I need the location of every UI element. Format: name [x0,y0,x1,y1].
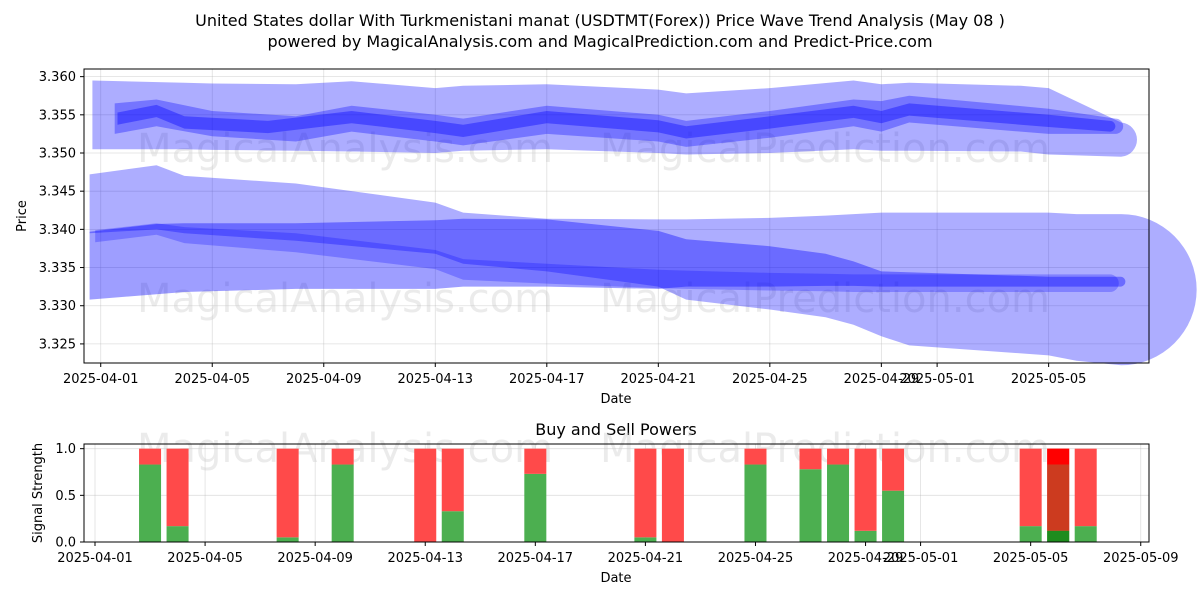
price-axes-frame [83,68,1150,364]
watermark-prediction-mid: MagicalPrediction.com [600,276,1050,322]
price-y-tick-label: 3.355 [39,108,76,123]
price-y-tick-label: 3.325 [39,337,76,352]
sell-bar [799,448,822,470]
price-wave-band [92,80,1137,157]
buy-sell-axes-frame [83,443,1150,543]
buy-bar [827,464,850,542]
watermark-prediction-top: MagicalPrediction.com [600,126,1050,172]
price-y-tick-label: 3.340 [39,223,76,238]
price-grid [84,69,1149,363]
sell-bar [414,448,437,542]
buy-bar [1074,526,1097,542]
price-x-tick-label: 2025-04-13 [398,372,474,387]
buy-sell-title: Buy and Sell Powers [535,420,697,439]
buy-bar [634,537,657,542]
price-x-tick-label: 2025-04-21 [621,372,697,387]
buy-sell-y-tick-label: 1.0 [55,442,76,457]
buy-sell-bars [139,448,1097,542]
buy-bar [331,464,354,542]
sell-bar [744,448,767,465]
price-x-label: Date [600,392,631,407]
buy-sell-x-tick-label: 2025-04-25 [718,551,794,566]
price-y-tick-label: 3.345 [39,185,76,200]
buy-sell-x-tick-label: 2025-05-01 [883,551,959,566]
buy-bar [1019,526,1042,542]
overlay-mixed-bar [1047,464,1070,531]
price-x-tick-label: 2025-04-09 [286,372,362,387]
buy-bar [799,469,822,542]
price-wave-band [89,165,1197,366]
sell-bar [882,448,905,491]
buy-sell-chart: Buy and Sell Powers MagicalAnalysis.com … [31,420,1179,586]
buy-sell-x-tick-label: 2025-05-09 [1103,551,1179,566]
sell-bar [139,448,162,465]
watermark-analysis-mid: MagicalAnalysis.com [137,276,553,322]
sell-bar [441,448,464,512]
sell-bar [1074,448,1097,527]
watermark-analysis-top: MagicalAnalysis.com [137,126,553,172]
buy-sell-x-tick-label: 2025-04-21 [608,551,684,566]
sell-bar [1019,448,1042,527]
price-y-ticks: 3.325 3.330 3.335 3.340 3.345 3.350 3.355 3.360 [39,70,84,352]
price-x-tick-label: 2025-04-29 [844,372,920,387]
sell-bar [524,448,547,474]
price-x-tick-label: 2025-04-25 [732,372,808,387]
buy-sell-x-tick-label: 2025-05-05 [993,551,1069,566]
buy-sell-y-label: Signal Strength [31,443,46,543]
buy-sell-x-tick-label: 2025-04-29 [828,551,904,566]
buy-bar [441,511,464,542]
sell-bar [276,448,299,538]
buy-sell-x-tick-label: 2025-04-01 [57,551,133,566]
buy-bar [276,537,299,542]
price-x-tick-label: 2025-05-01 [899,372,975,387]
price-x-tick-label: 2025-05-05 [1011,372,1087,387]
sell-bar [331,448,354,465]
price-y-tick-label: 3.335 [39,261,76,276]
price-watermarks: MagicalAnalysis.com MagicalPrediction.co… [137,126,1050,322]
sell-bar [661,448,684,542]
buy-bar [744,464,767,542]
price-wave-band [89,218,1126,300]
price-y-tick-label: 3.350 [39,147,76,162]
price-wave-band [95,223,1119,292]
price-x-tick-label: 2025-04-01 [63,372,139,387]
buy-sell-x-tick-label: 2025-04-13 [387,551,463,566]
price-x-tick-label: 2025-04-17 [509,372,585,387]
price-wave-band [117,103,1116,139]
price-wave-bands [89,80,1197,366]
buy-bar [882,490,905,542]
price-wave-chart: MagicalAnalysis.com MagicalPrediction.co… [15,68,1197,407]
price-x-tick-label: 2025-04-05 [174,372,250,387]
buy-sell-x-tick-label: 2025-04-05 [167,551,243,566]
overlay-sell-bar [1047,448,1070,465]
buy-sell-x-label: Date [600,571,631,586]
sell-bar [827,448,850,465]
buy-bar [139,464,162,542]
figure-title-line2: powered by MagicalAnalysis.com and Magic… [267,32,932,51]
buy-sell-x-tick-label: 2025-04-09 [277,551,353,566]
sell-bar [854,448,877,531]
sell-bar [166,448,189,527]
figure-title-line1: United States dollar With Turkmenistani … [195,11,1005,30]
buy-sell-y-ticks: 0.0 0.5 1.0 [55,442,84,551]
sell-bar [634,448,657,538]
buy-sell-x-ticks: 2025-04-01 2025-04-05 2025-04-09 2025-04-13… [57,542,1179,566]
buy-bar [854,530,877,542]
price-x-ticks: 2025-04-01 2025-04-05 2025-04-09 2025-04-13… [63,363,1086,387]
buy-bar [524,473,547,542]
price-wave-band [114,95,1124,147]
price-y-label: Price [15,200,30,232]
buy-sell-y-tick-label: 0.0 [55,536,76,551]
price-y-tick-label: 3.330 [39,299,76,314]
price-y-tick-label: 3.360 [39,70,76,85]
buy-sell-y-tick-label: 0.5 [55,489,76,504]
buy-sell-x-tick-label: 2025-04-17 [498,551,574,566]
overlay-buy-bar [1047,530,1070,542]
buy-bar [166,526,189,542]
